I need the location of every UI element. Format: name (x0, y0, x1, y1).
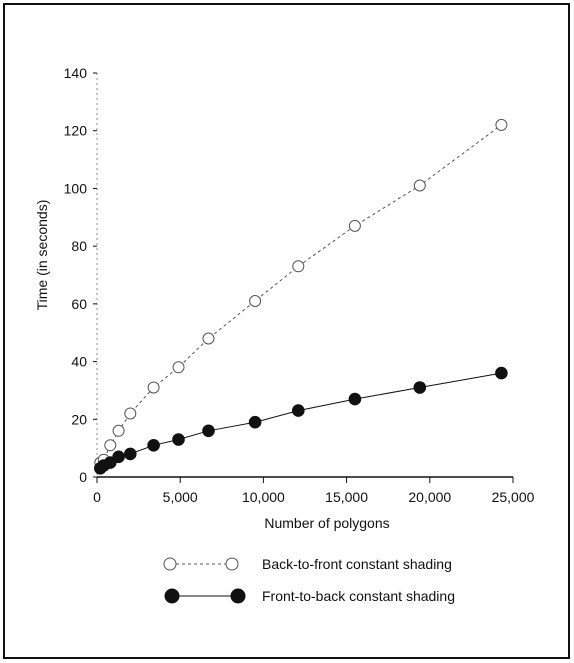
y-axis-label: Time (in seconds) (34, 200, 50, 311)
legend-marker-back-to-front-start (163, 557, 177, 571)
series-layer (94, 118, 508, 475)
front-to-back-data-point (112, 450, 125, 464)
front-to-back-data-point (172, 433, 185, 446)
front-to-back-data-point (413, 381, 427, 394)
x-tick-label: 25,000 (492, 489, 535, 505)
back-to-front-data-point (495, 118, 508, 131)
x-tick-label: 20,000 (408, 489, 451, 505)
front-to-back-data-point (248, 415, 262, 429)
y-tick-label: 100 (64, 180, 88, 196)
back-to-front-data-point (147, 381, 160, 394)
y-tick-label: 40 (71, 354, 87, 370)
y-tick-label: 0 (79, 469, 87, 485)
x-tick-label: 5,000 (163, 489, 198, 505)
legend-label-front-to-back: Front-to-back constant shading (262, 588, 455, 604)
legend-label-back-to-front: Back-to-front constant shading (262, 556, 452, 572)
back-to-front-data-point (348, 219, 361, 232)
front-to-back-data-point (348, 392, 362, 406)
figure-border (3, 3, 570, 659)
legend-marker-front-to-back-start (164, 588, 180, 604)
front-to-back-data-point (292, 404, 305, 417)
back-to-front-data-point (112, 424, 125, 437)
y-tick-label: 60 (71, 296, 87, 312)
back-to-front-data-point (172, 361, 185, 374)
back-to-front-data-point (292, 260, 305, 273)
x-tick-label: 10,000 (242, 489, 285, 505)
back-to-front-data-point (104, 439, 117, 452)
legend: Back-to-front constant shading Front-to-… (163, 556, 455, 604)
legend-marker-back-to-front-end (225, 557, 239, 571)
back-to-front-data-point (124, 407, 137, 420)
y-tick-label: 140 (64, 65, 88, 81)
back-to-front-data-point (249, 295, 262, 307)
legend-marker-front-to-back-end (230, 588, 246, 604)
x-tick-label: 0 (93, 489, 101, 505)
front-to-back-data-point (495, 366, 508, 380)
y-tick-label: 20 (71, 411, 87, 427)
front-to-back-data-point (147, 439, 160, 452)
front-to-back-data-point (124, 447, 137, 461)
y-tick-label: 80 (71, 238, 87, 254)
x-axis-label: Number of polygons (264, 515, 389, 531)
front-to-back-data-point (202, 424, 215, 438)
y-tick-label: 120 (64, 123, 88, 139)
axes-layer: 0 20 40 60 80 100 120 140 0 5,000 10,000 15,000 20,0… (64, 65, 535, 505)
back-to-front-data-point (202, 332, 215, 345)
back-to-front-data-point (413, 179, 426, 192)
x-tick-label: 15,000 (325, 489, 368, 505)
